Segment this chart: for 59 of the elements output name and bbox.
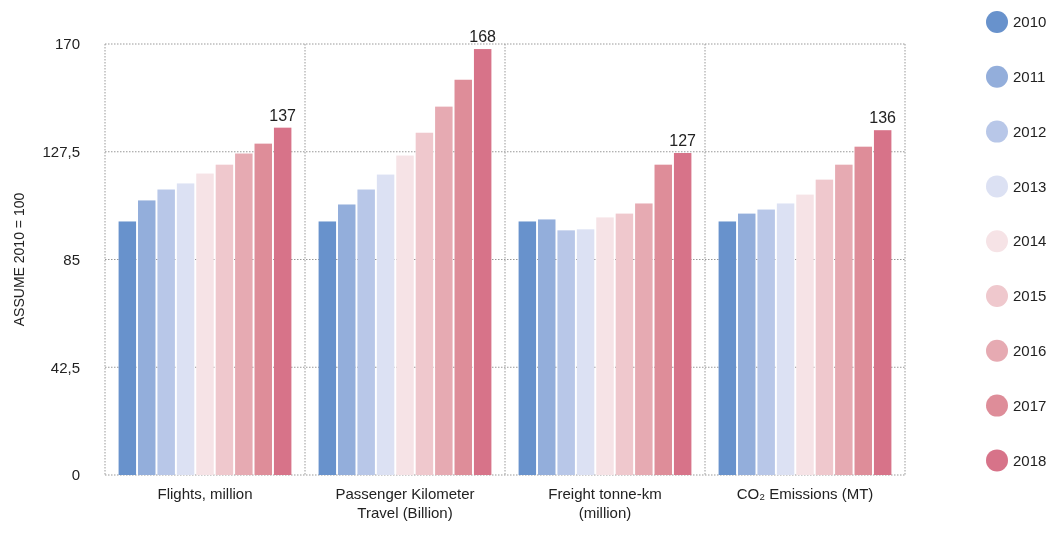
bar (738, 213, 756, 475)
bar (254, 143, 272, 475)
y-tick-label: 0 (71, 466, 80, 484)
bar (596, 217, 614, 475)
bar (518, 221, 537, 475)
bar (273, 127, 292, 475)
bar (435, 106, 453, 475)
data-label: 127 (669, 132, 697, 150)
bar (557, 230, 575, 475)
legend-label: 2014 (1013, 232, 1047, 250)
bar (454, 79, 472, 475)
y-tick-label: 170 (54, 35, 80, 53)
data-label: 137 (269, 106, 297, 124)
bar (538, 219, 556, 475)
bar (157, 189, 175, 475)
legend-label: 2015 (1013, 287, 1047, 305)
bar (196, 173, 214, 475)
bar (776, 203, 795, 475)
legend-label: 2012 (1013, 122, 1047, 140)
legend-label: 2011 (1013, 68, 1046, 86)
x-tick-label: Passenger Kilometer Travel (Billion) (335, 485, 475, 521)
y-tick-label: 127,5 (42, 143, 80, 160)
x-tick-label: Freight tonne-km (million) (548, 485, 662, 521)
bar (376, 174, 395, 475)
bar (615, 213, 634, 475)
bar (854, 146, 872, 475)
bar (815, 179, 834, 475)
bar (415, 132, 434, 475)
bar (215, 164, 234, 475)
legend-label: 2013 (1013, 177, 1047, 195)
bar (338, 204, 356, 475)
y-axis-title: ASSUME 2010 = 100 (11, 192, 27, 327)
bar (635, 203, 653, 475)
bar (873, 130, 892, 475)
bar (757, 209, 775, 475)
bar (654, 164, 672, 475)
legend-label: 2017 (1013, 396, 1047, 414)
y-tick-label: 85 (63, 250, 80, 268)
x-tick-label: CO₂ Emissions (MT) (736, 485, 874, 502)
bar (138, 200, 156, 475)
legend-label: 2018 (1013, 451, 1047, 469)
bar (673, 153, 692, 475)
bar (176, 183, 195, 475)
bar (796, 194, 814, 475)
x-tick-label: Flights, million (157, 485, 253, 502)
bar (357, 189, 375, 475)
bar (718, 221, 737, 475)
bar (835, 164, 853, 475)
legend-label: 2010 (1013, 13, 1047, 31)
bar (576, 229, 595, 475)
legend-label: 2016 (1013, 342, 1047, 360)
bar (235, 153, 253, 475)
bar (473, 49, 492, 475)
bar (396, 155, 414, 475)
data-label: 136 (869, 109, 897, 127)
data-label: 168 (469, 28, 497, 46)
bar (118, 221, 137, 475)
y-tick-label: 42,5 (50, 358, 80, 376)
bar (318, 221, 337, 475)
